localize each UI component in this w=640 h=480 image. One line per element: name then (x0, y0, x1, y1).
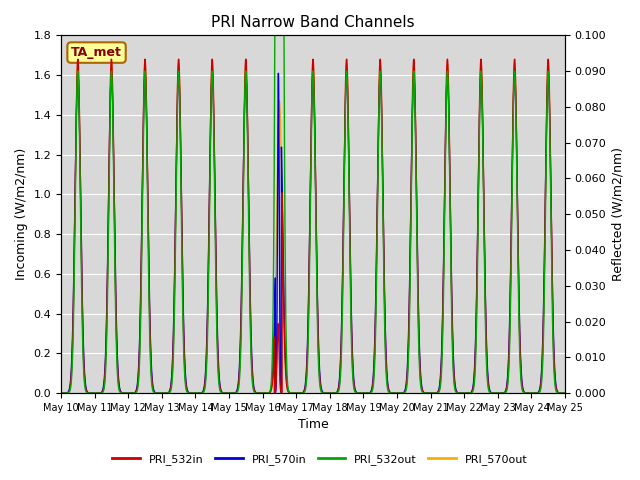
Y-axis label: Incoming (W/m2/nm): Incoming (W/m2/nm) (15, 148, 28, 280)
Text: TA_met: TA_met (71, 46, 122, 59)
Legend: PRI_532in, PRI_570in, PRI_532out, PRI_570out: PRI_532in, PRI_570in, PRI_532out, PRI_57… (108, 450, 532, 469)
Y-axis label: Reflected (W/m2/nm): Reflected (W/m2/nm) (612, 147, 625, 281)
X-axis label: Time: Time (298, 419, 328, 432)
Title: PRI Narrow Band Channels: PRI Narrow Band Channels (211, 15, 415, 30)
